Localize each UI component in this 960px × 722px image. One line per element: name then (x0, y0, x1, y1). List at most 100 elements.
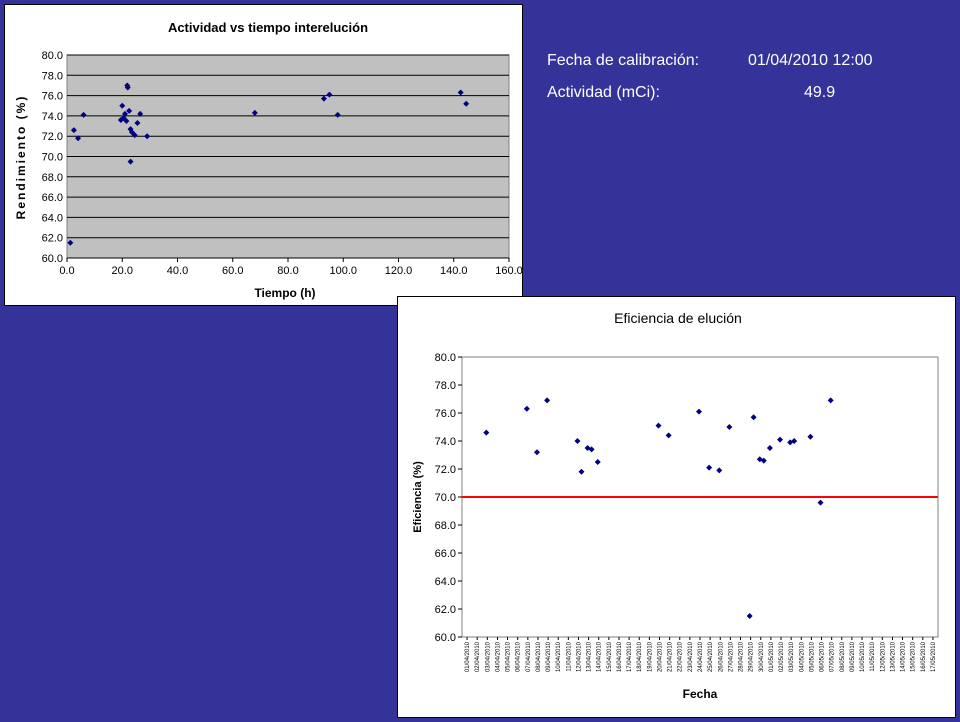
chart1-x-tick-label: 80.0 (277, 265, 298, 277)
chart2-x-tick-label: 19/04/2010 (647, 641, 653, 672)
chart2-x-tick-label: 08/04/2010 (536, 641, 542, 672)
chart2-y-tick-label: 74.0 (435, 436, 456, 448)
chart1-point (122, 110, 129, 117)
chart2-y-tick-label: 68.0 (435, 520, 456, 532)
chart1-points (67, 82, 470, 246)
chart2-point (756, 456, 763, 463)
chart2-x-tick-label: 16/04/2010 (617, 641, 623, 672)
chart1-grid (67, 54, 509, 259)
chart2-point (533, 449, 540, 456)
chart1-point (320, 95, 327, 102)
chart2-x-tick-label: 02/04/2010 (475, 641, 481, 672)
chart1-y-label: Rendimiento (%) (14, 95, 28, 220)
chart2-x-tick-label: 07/05/2010 (830, 641, 836, 672)
chart2-point (696, 408, 702, 415)
chart1-y-tick-label: 70.0 (42, 152, 63, 164)
chart2-x-tick-label: 15/05/2010 (911, 641, 917, 672)
chart2-point (523, 405, 530, 412)
chart1-point (127, 126, 134, 133)
chart2-x-tick-label: 26/04/2010 (718, 641, 724, 672)
chart1-point (463, 100, 470, 107)
chart2-point (665, 432, 672, 439)
chart2-point (746, 613, 753, 619)
chart2-panel: Eficiencia de elución 60.0 62.0 64.0 66.0 68… (397, 296, 956, 718)
chart1-point (144, 133, 151, 140)
chart2-x-tick-label: 14/05/2010 (901, 641, 907, 672)
chart2-points (483, 397, 834, 619)
chart2-point (807, 433, 814, 440)
chart2-x-tick-label: 08/05/2010 (840, 641, 846, 672)
chart2-y-tick-label: 72.0 (435, 464, 456, 476)
chart1-point (67, 239, 74, 246)
chart2-x-tick-label: 06/05/2010 (820, 641, 826, 672)
calibration-value: 01/04/2010 12:00 (748, 52, 873, 69)
chart2-x-tick-label: 28/04/2010 (739, 641, 745, 672)
chart2-x-tick-label: 01/04/2010 (465, 641, 471, 672)
chart2-x-label: Fecha (683, 687, 718, 701)
chart1-panel: Actividad vs tiempo interelución 60.0 62.… (4, 4, 523, 306)
chart1-point (251, 109, 258, 116)
chart1-point (326, 91, 333, 98)
chart2-x-ticks: 01/04/2010 02/04/2010 03/04/2010 04/04/2010… (465, 637, 937, 672)
chart1-x-label: Tiempo (h) (254, 286, 315, 300)
chart2-x-tick-label: 12/05/2010 (880, 641, 886, 672)
chart2-point (578, 468, 585, 475)
chart2-y-tick-label: 62.0 (435, 604, 456, 616)
chart1-y-tick-label: 78.0 (42, 70, 63, 82)
chart2-point (750, 414, 757, 421)
chart2-point (706, 464, 713, 471)
chart2-point (766, 445, 773, 451)
chart1-point (334, 111, 341, 118)
chart1-point (131, 132, 138, 139)
chart1-x-tick-label: 120.0 (385, 265, 413, 277)
chart2-x-tick-label: 15/04/2010 (607, 641, 613, 672)
chart2-x-tick-label: 13/05/2010 (890, 641, 896, 672)
chart2-x-tick-label: 18/04/2010 (637, 641, 643, 672)
chart2-x-tick-label: 03/05/2010 (789, 641, 795, 672)
chart2-y-tick-label: 80.0 (435, 352, 456, 364)
chart1-point (126, 107, 133, 114)
chart2-x-tick-label: 24/04/2010 (698, 641, 704, 672)
chart2-point (777, 436, 784, 443)
chart1-point (134, 120, 141, 127)
chart2-point (594, 459, 601, 465)
chart2-x-tick-label: 04/05/2010 (799, 641, 805, 672)
chart2-y-tick-label: 66.0 (435, 548, 456, 560)
chart2-y-label: Eficiencia (%) (412, 461, 424, 533)
chart1-x-tick-label: 40.0 (167, 265, 188, 277)
chart2-x-tick-label: 10/05/2010 (860, 641, 866, 672)
chart2-x-tick-label: 20/04/2010 (657, 641, 663, 672)
chart2-point (544, 397, 551, 404)
chart1-y-tick-label: 68.0 (42, 172, 63, 184)
chart1-x-tick-label: 0.0 (59, 265, 74, 277)
chart2-point (584, 445, 591, 451)
chart2-x-tick-label: 27/04/2010 (728, 641, 734, 672)
chart2-x-tick-label: 23/04/2010 (688, 641, 694, 672)
chart1-point (119, 102, 126, 109)
chart2-point (827, 397, 834, 404)
chart2-x-tick-label: 30/04/2010 (759, 641, 765, 672)
calibration-label: Fecha de calibración: (547, 52, 700, 69)
chart1-point (75, 135, 82, 142)
chart2-point (655, 422, 662, 429)
chart1-x-tick-label: 20.0 (112, 265, 133, 277)
chart2-x-tick-label: 16/05/2010 (921, 641, 927, 672)
chart2-x-tick-label: 12/04/2010 (576, 641, 582, 672)
chart1-point (80, 111, 87, 118)
chart1-x-tick-label: 60.0 (222, 265, 243, 277)
chart2-x-tick-label: 17/04/2010 (627, 641, 633, 672)
chart2-y-tick-label: 76.0 (435, 408, 456, 420)
chart1-point (457, 89, 464, 96)
chart2-svg: Eficiencia de elución 60.0 62.0 64.0 66.0 68… (412, 310, 939, 701)
chart2-y-ticks: 60.0 62.0 64.0 66.0 68.0 70.0 72.0 74.0 76.0 78.0… (435, 352, 462, 644)
chart2-x-tick-label: 17/05/2010 (931, 641, 937, 672)
chart1-y-tick-label: 76.0 (42, 91, 63, 103)
chart2-x-tick-label: 09/04/2010 (546, 641, 552, 672)
chart2-x-tick-label: 22/04/2010 (678, 641, 684, 672)
chart1-point (137, 110, 144, 117)
chart1-y-tick-label: 80.0 (42, 50, 63, 62)
chart2-y-tick-label: 78.0 (435, 380, 456, 392)
chart1-point (124, 84, 131, 91)
chart2-x-tick-label: 13/04/2010 (587, 641, 593, 672)
chart1-point (127, 158, 134, 165)
